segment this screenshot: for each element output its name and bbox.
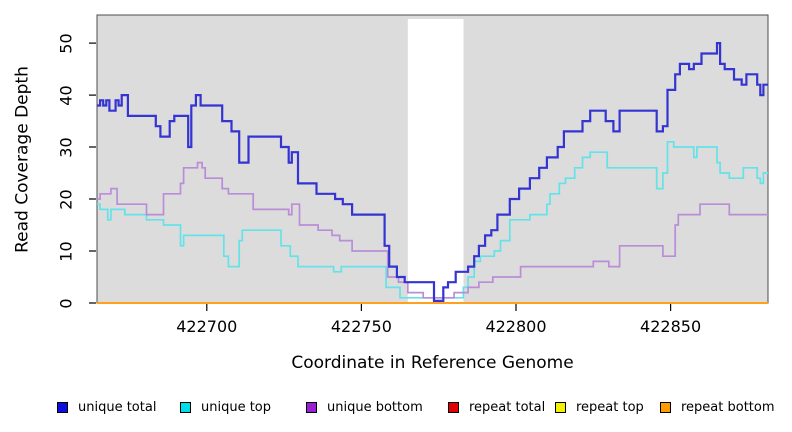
legend-item-unique-bottom: unique bottom <box>306 398 423 416</box>
y-tick-label: 40 <box>56 85 76 106</box>
y-tick-label: 0 <box>56 298 76 309</box>
legend-label: repeat bottom <box>681 399 775 415</box>
legend-label: repeat top <box>576 399 644 415</box>
legend-swatch-icon <box>306 401 317 413</box>
legend-swatch-icon <box>660 401 671 413</box>
legend-item-unique-top: unique top <box>180 398 271 416</box>
legend-label: repeat total <box>469 399 546 415</box>
series-path-unique-top <box>97 140 768 299</box>
x-axis-label: Coordinate in Reference Genome <box>291 353 574 373</box>
legend-swatch-icon <box>555 401 566 413</box>
legend-item-repeat-top: repeat top <box>555 398 644 416</box>
x-tick-label: 422700 <box>176 317 238 336</box>
y-tick-label: 30 <box>56 137 76 158</box>
legend-label: unique bottom <box>327 399 423 415</box>
legend-item-repeat-bottom: repeat bottom <box>660 398 775 416</box>
x-tick-label: 422850 <box>640 317 702 336</box>
legend-label: unique total <box>78 399 157 415</box>
series-path-unique-total <box>97 42 768 302</box>
legend-swatch-icon <box>448 401 459 413</box>
legend-label: unique top <box>201 399 272 415</box>
legend: unique total unique top unique bottom repea… <box>0 398 792 422</box>
x-tick-label: 422750 <box>330 317 392 336</box>
y-tick-label: 50 <box>56 33 76 54</box>
y-axis-label: Read Coverage Depth <box>12 66 33 253</box>
y-tick-label: 20 <box>56 189 76 210</box>
masked-region <box>407 19 464 303</box>
legend-swatch-icon <box>180 401 191 413</box>
y-tick-label: 10 <box>56 241 76 262</box>
legend-item-repeat-total: repeat total <box>448 398 545 416</box>
legend-swatch-icon <box>57 401 68 413</box>
x-tick-label: 422800 <box>485 317 547 336</box>
legend-item-unique-total: unique total <box>57 398 156 416</box>
series-path-unique-bottom <box>97 161 768 299</box>
